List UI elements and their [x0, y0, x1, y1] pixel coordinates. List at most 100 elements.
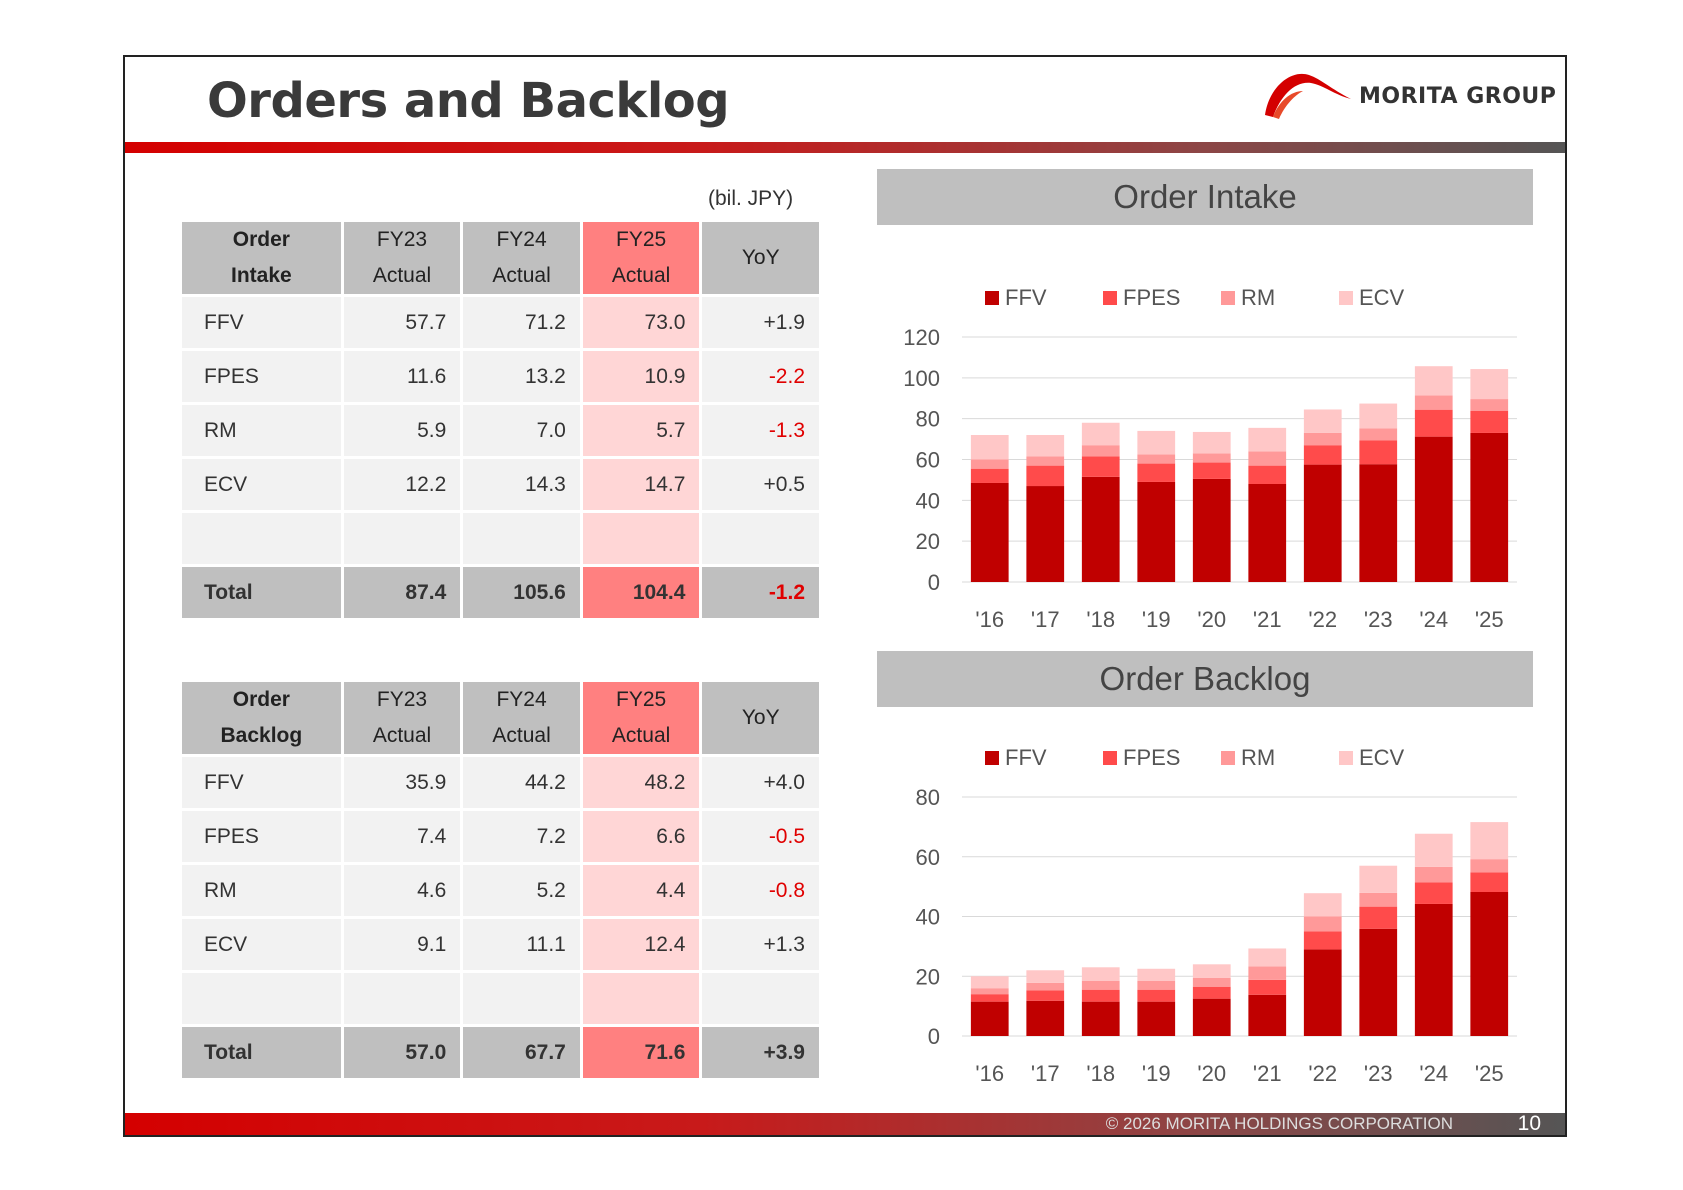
row-label: Total [182, 1027, 341, 1078]
header-line: FY24 [496, 688, 547, 711]
footer-bar: © 2026 MORITA HOLDINGS CORPORATION 10 [125, 1112, 1565, 1135]
cell-fy25: 5.7 [582, 405, 700, 456]
y-tick-label: 40 [916, 488, 940, 513]
row-label: FPES [182, 351, 341, 402]
cell-fy23: 57.7 [343, 297, 461, 348]
bar-segment-fpes [1359, 906, 1398, 929]
logo-text: MORITA GROUP [1359, 84, 1557, 109]
bar-segment-rm [1359, 892, 1398, 907]
x-tick-label: '20 [1197, 607, 1226, 632]
bar-segment-rm [1192, 977, 1231, 987]
bar-segment-ecv [1359, 403, 1398, 429]
x-tick-label: '25 [1475, 607, 1504, 632]
cell-fy25: 14.7 [582, 459, 700, 510]
x-tick-label: '18 [1086, 1061, 1115, 1086]
cell-fy25 [582, 973, 700, 1024]
cell-fy23: 9.1 [343, 919, 461, 970]
bar-segment-fpes [1026, 990, 1065, 1001]
cell-yoy: +0.5 [702, 459, 819, 510]
bar-segment-ffv [1359, 928, 1398, 1036]
x-tick-label: '18 [1086, 607, 1115, 632]
bar-segment-ecv [1470, 369, 1509, 400]
row-label: FFV [182, 757, 341, 808]
bar-segment-fpes [1081, 456, 1120, 477]
cell-fy23: 4.6 [343, 865, 461, 916]
bar-segment-fpes [1081, 989, 1120, 1002]
bar-segment-ffv [1081, 476, 1120, 582]
x-tick-label: '16 [975, 1061, 1004, 1086]
legend-swatch-rm [1221, 751, 1235, 765]
cell-fy24: 14.3 [463, 459, 580, 510]
bar-segment-ecv [1414, 366, 1453, 396]
order-backlog-table: Order Backlog FY23 Actual FY24 Actual FY… [179, 679, 822, 1081]
cell-fy24: 7.2 [463, 811, 580, 862]
bar-segment-fpes [1359, 440, 1398, 465]
header-line: FY25 [616, 688, 667, 711]
row-label [182, 513, 341, 564]
legend-label-ffv: FFV [1005, 285, 1047, 310]
x-tick-label: '23 [1364, 607, 1393, 632]
bar-segment-ecv [1026, 435, 1065, 457]
cell-fy23: 11.6 [343, 351, 461, 402]
bar-segment-rm [1303, 916, 1342, 932]
page-number: 10 [1517, 1112, 1541, 1135]
bar-segment-rm [1303, 432, 1342, 446]
x-tick-label: '17 [1031, 1061, 1060, 1086]
cell-fy24: 7.0 [463, 405, 580, 456]
table-row: ECV 12.2 14.3 14.7 +0.5 [182, 459, 819, 510]
bar-segment-ecv [1192, 431, 1231, 454]
x-tick-label: '22 [1308, 1061, 1337, 1086]
bar-segment-fpes [970, 994, 1009, 1002]
bar-segment-ecv [1026, 970, 1065, 983]
header-line: FY23 [376, 228, 428, 251]
x-tick-label: '22 [1308, 607, 1337, 632]
table-row: RM 5.9 7.0 5.7 -1.3 [182, 405, 819, 456]
column-header-fy25: FY25 Actual [582, 222, 700, 294]
cell-fy25: 6.6 [582, 811, 700, 862]
slide: Orders and Backlog MORITA GROUP (bil. JP… [123, 55, 1567, 1137]
column-header-fy25: FY25 Actual [582, 682, 700, 754]
table-row: ECV 9.1 11.1 12.4 +1.3 [182, 919, 819, 970]
bar-segment-ecv [1303, 893, 1342, 917]
y-tick-label: 60 [916, 845, 940, 870]
y-tick-label: 40 [916, 905, 940, 930]
cell-fy25: 10.9 [582, 351, 700, 402]
cell-yoy: -2.2 [702, 351, 819, 402]
cell-fy23: 87.4 [343, 567, 461, 618]
cell-fy24 [463, 973, 580, 1024]
bar-segment-rm [1026, 982, 1065, 991]
x-tick-label: '23 [1364, 1061, 1393, 1086]
column-header-yoy: YoY [702, 682, 819, 754]
y-tick-label: 80 [916, 785, 940, 810]
bar-segment-fpes [1248, 465, 1287, 484]
legend-label-fpes: FPES [1123, 285, 1180, 310]
row-label: FPES [182, 811, 341, 862]
bar-segment-rm [970, 459, 1009, 469]
cell-yoy [702, 973, 819, 1024]
bar-segment-fpes [970, 468, 1009, 483]
row-label: RM [182, 405, 341, 456]
table-row-empty [182, 513, 819, 564]
row-label: ECV [182, 919, 341, 970]
bar-segment-ffv [1248, 484, 1287, 582]
bar-segment-rm [1248, 966, 1287, 980]
bar-segment-ecv [1081, 422, 1120, 446]
cell-fy24: 67.7 [463, 1027, 580, 1078]
header-line: Actual [492, 724, 551, 747]
cell-fy24: 44.2 [463, 757, 580, 808]
legend-label-ecv: ECV [1359, 745, 1405, 770]
cell-fy25 [582, 513, 700, 564]
bar-segment-ecv [1137, 968, 1176, 981]
cell-yoy: -1.3 [702, 405, 819, 456]
logo-mark-icon [1265, 73, 1351, 119]
bar-segment-fpes [1414, 882, 1453, 904]
header-line: Order [232, 228, 290, 251]
order-backlog-chart-title: Order Backlog [877, 651, 1533, 707]
cell-fy23: 7.4 [343, 811, 461, 862]
bar-segment-ecv [970, 976, 1009, 989]
header-line: Backlog [220, 724, 303, 747]
row-label: Total [182, 567, 341, 618]
x-tick-label: '21 [1253, 607, 1282, 632]
cell-yoy: -0.5 [702, 811, 819, 862]
y-tick-label: 20 [916, 964, 940, 989]
